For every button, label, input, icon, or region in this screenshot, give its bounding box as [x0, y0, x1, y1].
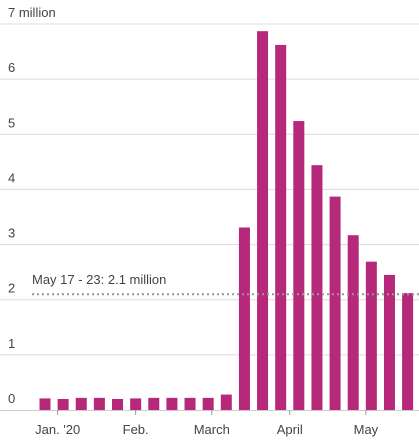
bar — [39, 398, 51, 410]
x-tick-label: March — [194, 422, 230, 437]
x-tick-label: April — [277, 422, 303, 437]
bar — [238, 227, 250, 410]
bar — [202, 397, 214, 410]
bar — [329, 196, 341, 410]
bar — [275, 44, 287, 410]
bar — [57, 398, 69, 410]
y-tick-label: 4 — [8, 170, 15, 185]
bar — [75, 397, 87, 410]
bar — [130, 398, 142, 410]
x-tick-label: May — [354, 422, 379, 437]
y-tick-label: 0 — [8, 391, 15, 406]
bar — [402, 293, 414, 410]
x-tick-label: Jan. '20 — [35, 422, 80, 437]
y-tick-label: 5 — [8, 115, 15, 130]
bar — [220, 394, 232, 410]
bar — [257, 31, 269, 410]
y-tick-label: 1 — [8, 336, 15, 351]
y-tick-label: 2 — [8, 281, 15, 296]
bar — [347, 235, 359, 410]
bar — [311, 165, 323, 410]
y-tick-label: 3 — [8, 226, 15, 241]
bar — [293, 121, 305, 411]
bar — [166, 397, 178, 410]
bar — [365, 261, 377, 410]
bar — [148, 397, 160, 410]
bar — [112, 398, 124, 410]
bar — [383, 274, 395, 410]
bar — [93, 397, 105, 410]
reference-line-label: May 17 - 23: 2.1 million — [32, 272, 166, 287]
y-tick-label: 6 — [8, 60, 15, 75]
y-tick-label: 7 million — [8, 5, 56, 20]
bar — [184, 397, 196, 410]
x-tick-label: Feb. — [123, 422, 149, 437]
